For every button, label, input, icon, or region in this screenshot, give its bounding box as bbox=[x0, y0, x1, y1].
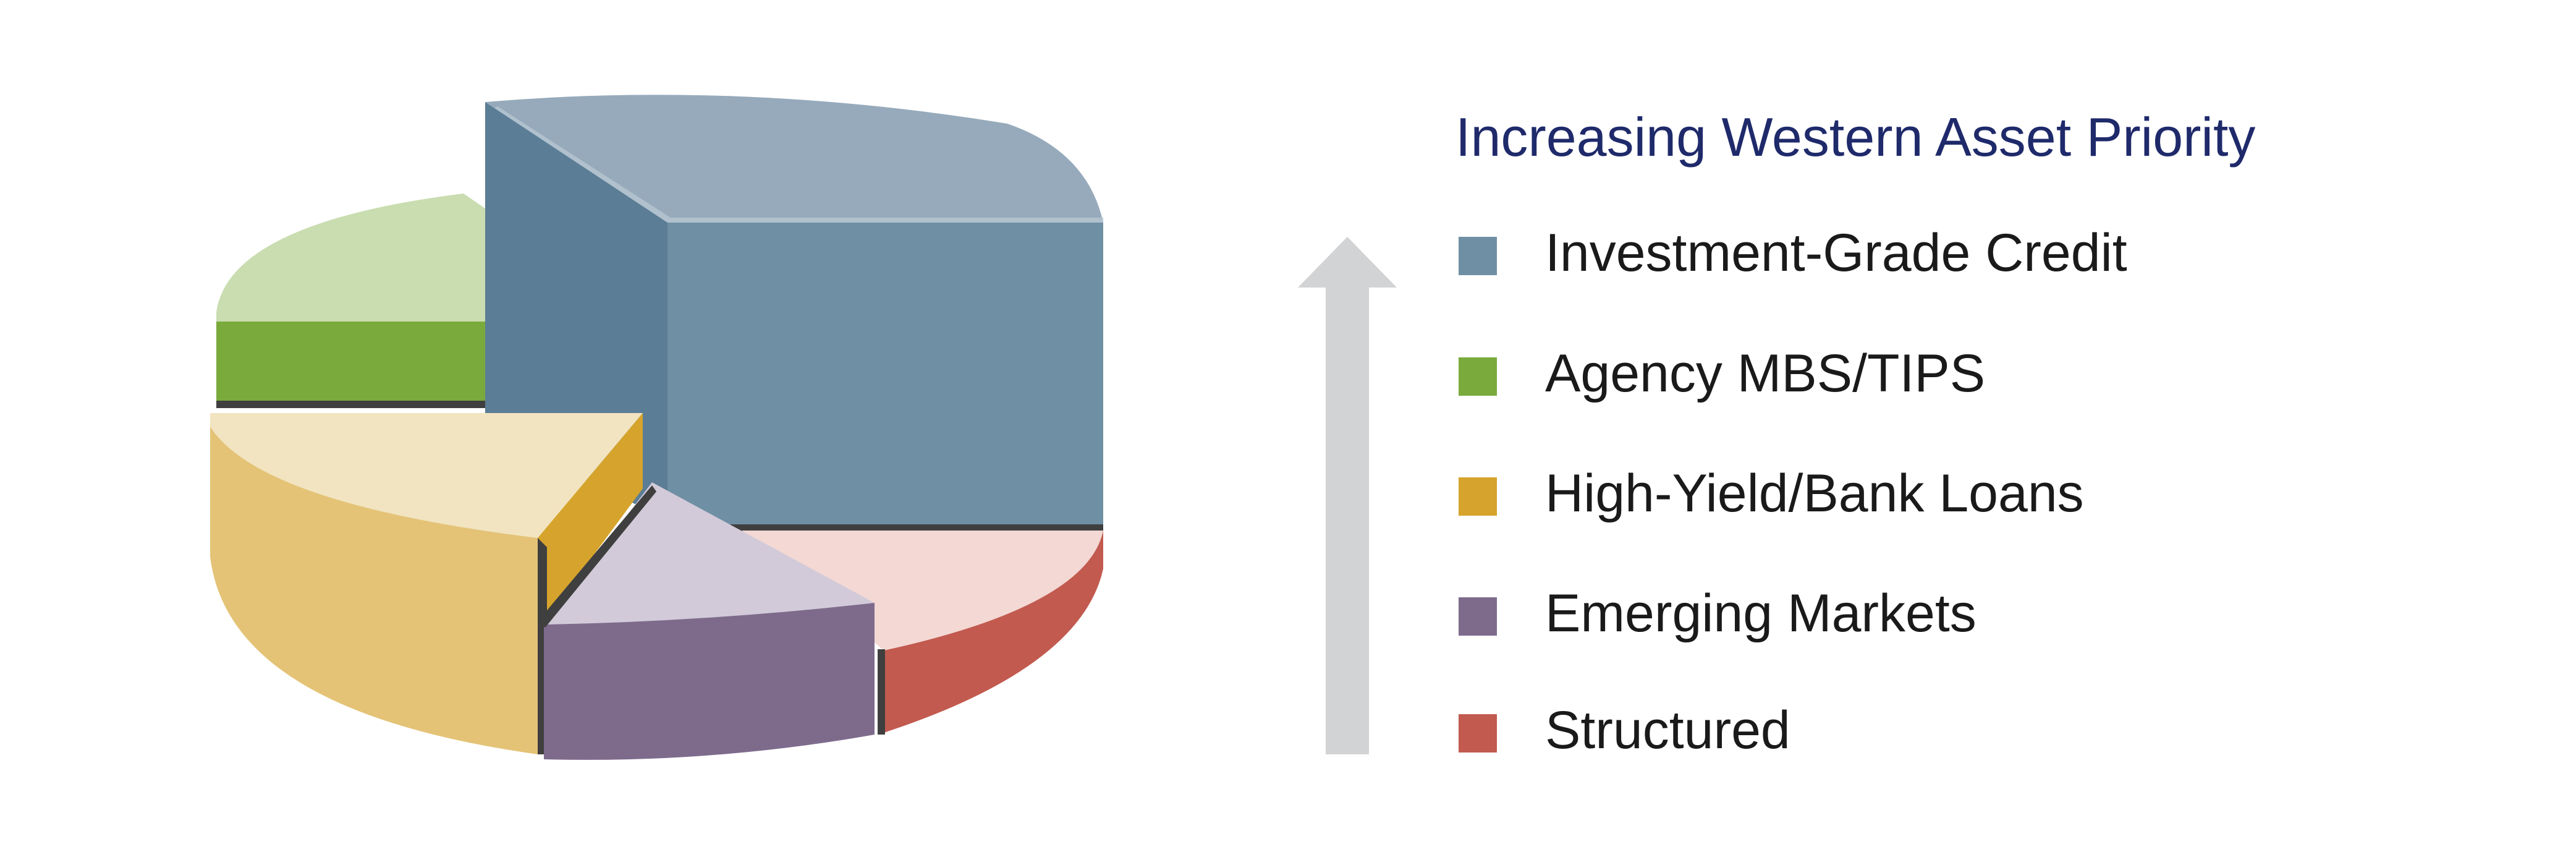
pie-slices bbox=[210, 95, 1103, 760]
slice-hy-bottom bbox=[210, 427, 538, 754]
legend-item-high-yield: High-Yield/Bank Loans bbox=[1459, 464, 2084, 523]
slice-hy-top bbox=[210, 413, 643, 538]
legend-swatch bbox=[1459, 477, 1497, 516]
legend-label: High-Yield/Bank Loans bbox=[1545, 464, 2084, 523]
legend-label: Emerging Markets bbox=[1545, 584, 1976, 643]
slice-high-yield bbox=[210, 413, 643, 754]
legend-item-emerging: Emerging Markets bbox=[1459, 584, 1976, 643]
chart-title: Increasing Western Asset Priority bbox=[1455, 106, 2255, 168]
priority-arrow bbox=[1298, 237, 1397, 754]
slice-ig-top bbox=[485, 95, 1103, 223]
legend-swatch bbox=[1459, 597, 1497, 636]
slice-hy-side bbox=[538, 413, 643, 631]
legend-item-agency: Agency MBS/TIPS bbox=[1459, 344, 1985, 403]
legend-label: Agency MBS/TIPS bbox=[1545, 344, 1985, 403]
legend-swatch bbox=[1459, 357, 1497, 396]
slice-em-edge bbox=[538, 485, 656, 628]
arrow-up-icon bbox=[1298, 237, 1397, 754]
slice-st-top bbox=[742, 531, 1103, 650]
legend-item-structured: Structured bbox=[1459, 701, 1790, 760]
slice-em-front bbox=[544, 603, 875, 760]
legend-label: Investment-Grade Credit bbox=[1545, 223, 2127, 283]
slice-st-side bbox=[884, 531, 1103, 733]
legend-swatch bbox=[1459, 714, 1497, 753]
legend-swatch bbox=[1459, 237, 1497, 275]
legend-label: Structured bbox=[1545, 701, 1790, 760]
slice-ig-shadow bbox=[667, 524, 1103, 532]
legend-item-investment-grade: Investment-Grade Credit bbox=[1459, 223, 2127, 283]
slice-st-edge bbox=[878, 649, 885, 735]
legend: Investment-Grade Credit Agency MBS/TIPS … bbox=[1459, 223, 2127, 760]
slice-emerging-markets bbox=[538, 482, 875, 760]
slice-ig-front-face bbox=[667, 223, 1103, 526]
slice-structured bbox=[742, 531, 1103, 735]
